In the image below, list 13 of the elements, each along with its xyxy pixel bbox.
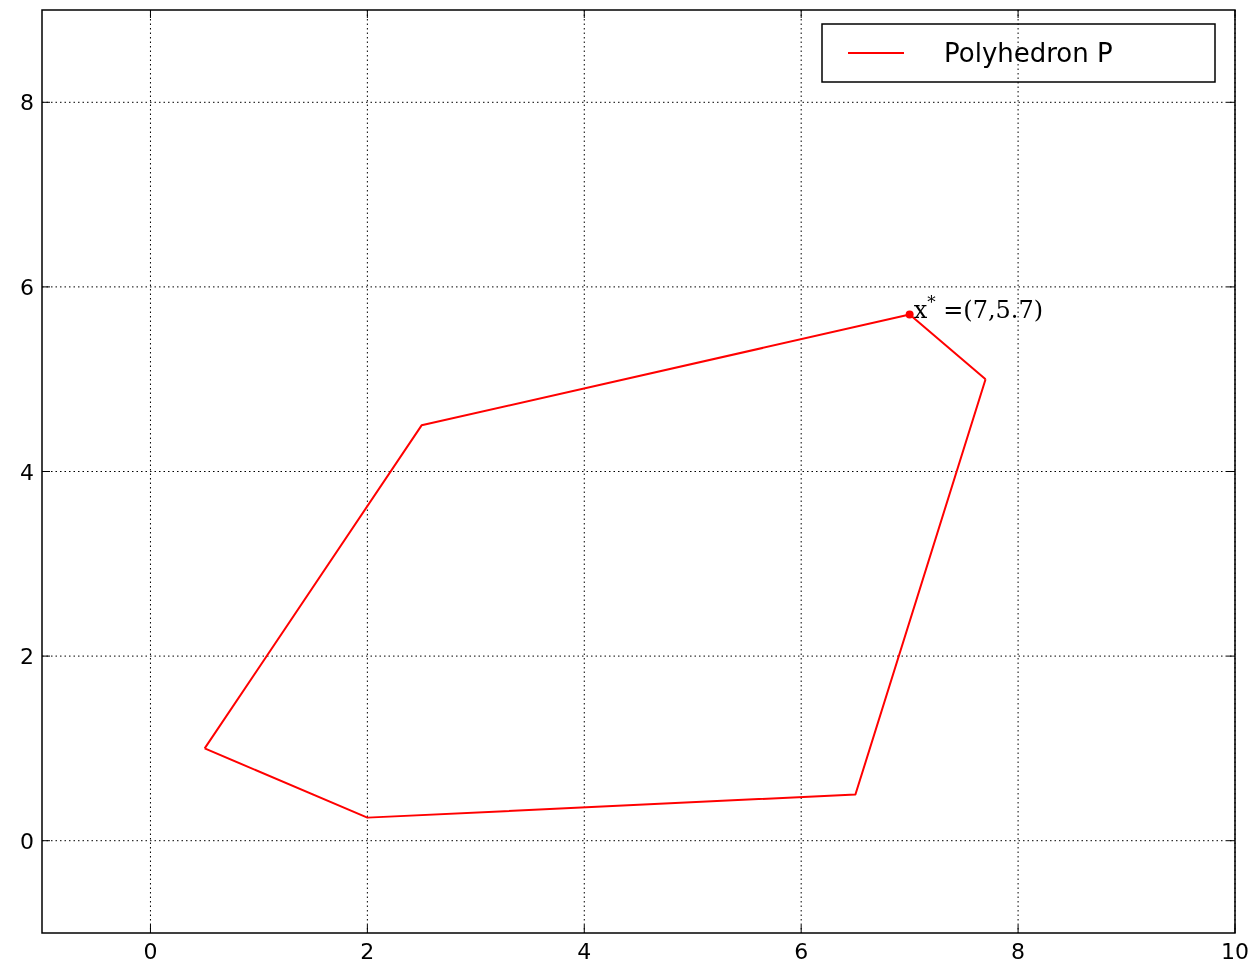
y-tick-label: 0 — [20, 828, 34, 854]
x-tick-label: 0 — [143, 939, 158, 964]
x-tick-label: 10 — [1221, 939, 1249, 964]
y-tick-label: 4 — [20, 459, 34, 485]
y-tick-label: 6 — [20, 274, 34, 300]
annotation: x$^{*}$ =(7,5.7) — [913, 291, 1044, 324]
legend-label: Polyhedron P — [944, 38, 1113, 68]
x-tick-label: 8 — [1011, 939, 1026, 964]
y-tick-label: 2 — [20, 644, 34, 670]
x-tick-label: 6 — [794, 939, 809, 964]
y-tick-label: 8 — [20, 90, 34, 116]
x-tick-label: 2 — [360, 939, 375, 964]
x-tick-label: 4 — [577, 939, 592, 964]
